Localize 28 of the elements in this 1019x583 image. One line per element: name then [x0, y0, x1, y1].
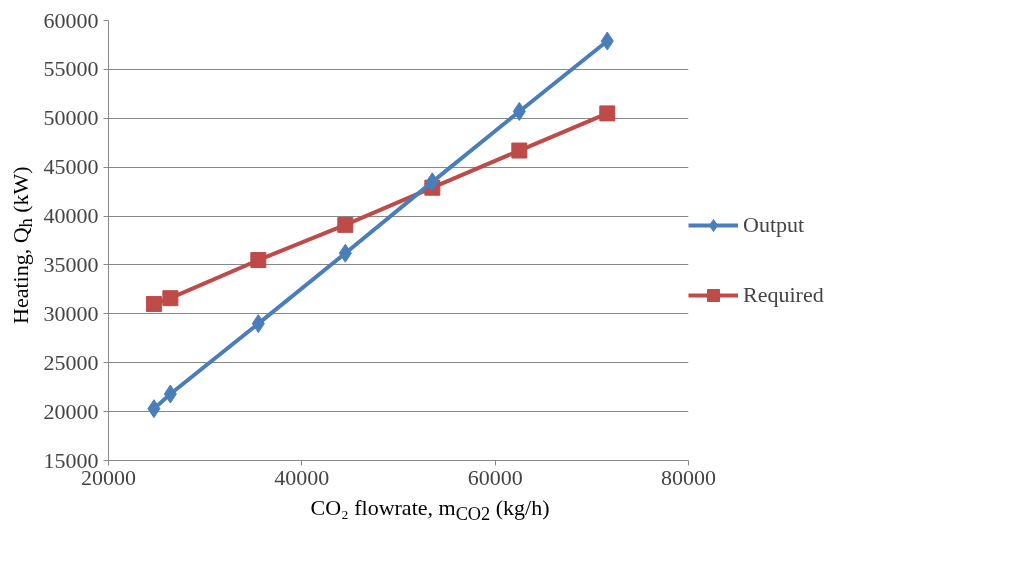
point: [251, 314, 265, 334]
x-tick-label: 60000: [467, 464, 523, 490]
legend-label: Output: [743, 212, 805, 238]
y-tick-label: 50000: [43, 105, 99, 131]
y-tick-label: 25000: [43, 349, 99, 375]
point: [338, 243, 352, 263]
point: [337, 216, 354, 233]
x-tick-label: 40000: [274, 464, 330, 490]
point: [162, 290, 179, 307]
y-tick-label: 20000: [43, 398, 99, 424]
point: [147, 399, 161, 419]
point: [145, 296, 162, 313]
point: [600, 31, 614, 51]
point: [511, 142, 528, 159]
y-tick-label: 40000: [43, 203, 99, 229]
x-tick-label: 80000: [661, 464, 716, 490]
point: [512, 101, 526, 121]
x-axis-title: CO₂ flowrate, m$_{CO2}$ (kg/h): [310, 494, 550, 527]
y-tick-label: 45000: [43, 154, 99, 180]
point: [425, 172, 439, 192]
point: [599, 105, 616, 122]
point: [250, 252, 267, 269]
y-tick-label: 30000: [43, 300, 99, 326]
y-tick-label: 60000: [43, 7, 99, 33]
y-tick-label: 35000: [43, 251, 99, 277]
point: [163, 384, 177, 404]
y-tick-label: 55000: [43, 56, 99, 82]
legend-label: Required: [743, 282, 824, 308]
